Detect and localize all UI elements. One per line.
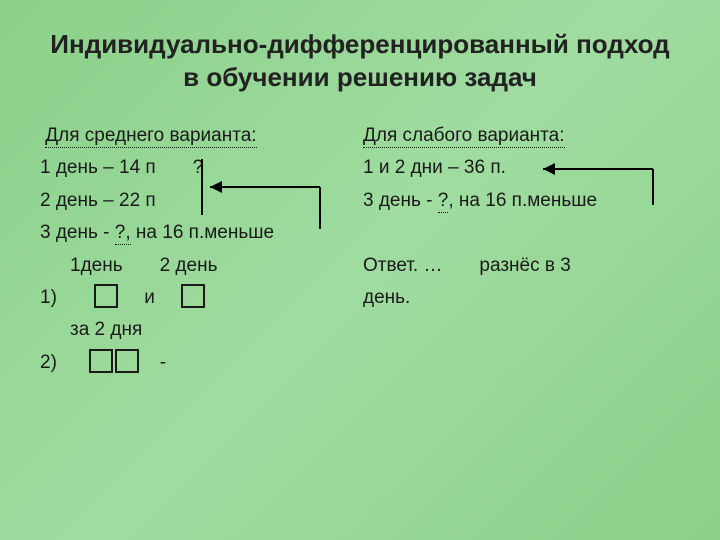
right-heading: Для слабого варианта: [363, 125, 565, 148]
slide-title: Индивидуально-дифференцированный подход … [40, 28, 680, 93]
left-line4: 1день 2 день [40, 251, 357, 281]
left-line2: 2 день – 22 п [40, 186, 357, 216]
box-icon [89, 349, 113, 373]
left-line6-text: за 2 дня [70, 319, 142, 340]
left-line4-b: 2 день [160, 255, 218, 276]
left-line5-mid: и [144, 287, 155, 308]
right-line2-q: ? [438, 190, 449, 213]
right-line3: Ответ. … разнёс в 3 [363, 251, 680, 281]
right-line1: 1 и 2 дни – 36 п. [363, 153, 680, 183]
left-line3-q: ?, [115, 222, 131, 245]
right-line2-pre: 3 день - [363, 190, 438, 211]
columns-container: Для среднего варианта: 1 день – 14 п ? 2… [40, 121, 680, 380]
left-line7-mid: - [160, 352, 166, 373]
left-heading: Для среднего варианта: [45, 125, 256, 148]
left-line1-q: ? [193, 157, 204, 178]
left-line2-text: 2 день – 22 п [40, 190, 156, 211]
right-line3-pre: Ответ. … [363, 255, 442, 276]
left-line7: 2) - [40, 348, 357, 378]
right-line4-text: день. [363, 287, 410, 308]
left-line5-pre: 1) [40, 287, 57, 308]
left-line6: за 2 дня [40, 315, 357, 345]
slide-container: Индивидуально-дифференцированный подход … [0, 0, 720, 540]
right-blank [363, 218, 680, 248]
right-heading-row: Для слабого варианта: [363, 121, 680, 151]
right-line4: день. [363, 283, 680, 313]
right-line2-post: , на 16 п.меньше [448, 190, 597, 211]
box-icon [94, 284, 118, 308]
right-column: Для слабого варианта: 1 и 2 дни – 36 п. … [363, 121, 680, 380]
box-icon [181, 284, 205, 308]
left-line5: 1) и [40, 283, 357, 313]
left-line1-text: 1 день – 14 п [40, 157, 156, 178]
left-heading-row: Для среднего варианта: [40, 121, 357, 151]
left-line3-post: на 16 п.меньше [131, 222, 274, 243]
right-line2: 3 день - ?, на 16 п.меньше [363, 186, 680, 216]
left-line1: 1 день – 14 п ? [40, 153, 357, 183]
left-column: Для среднего варианта: 1 день – 14 п ? 2… [40, 121, 357, 380]
right-line3-post: разнёс в 3 [479, 255, 570, 276]
left-line3-pre: 3 день - [40, 222, 115, 243]
left-line3: 3 день - ?, на 16 п.меньше [40, 218, 357, 248]
right-line1-text: 1 и 2 дни – 36 п. [363, 157, 506, 178]
left-line4-a: 1день [70, 255, 123, 276]
box-icon [115, 349, 139, 373]
left-line7-pre: 2) [40, 352, 57, 373]
